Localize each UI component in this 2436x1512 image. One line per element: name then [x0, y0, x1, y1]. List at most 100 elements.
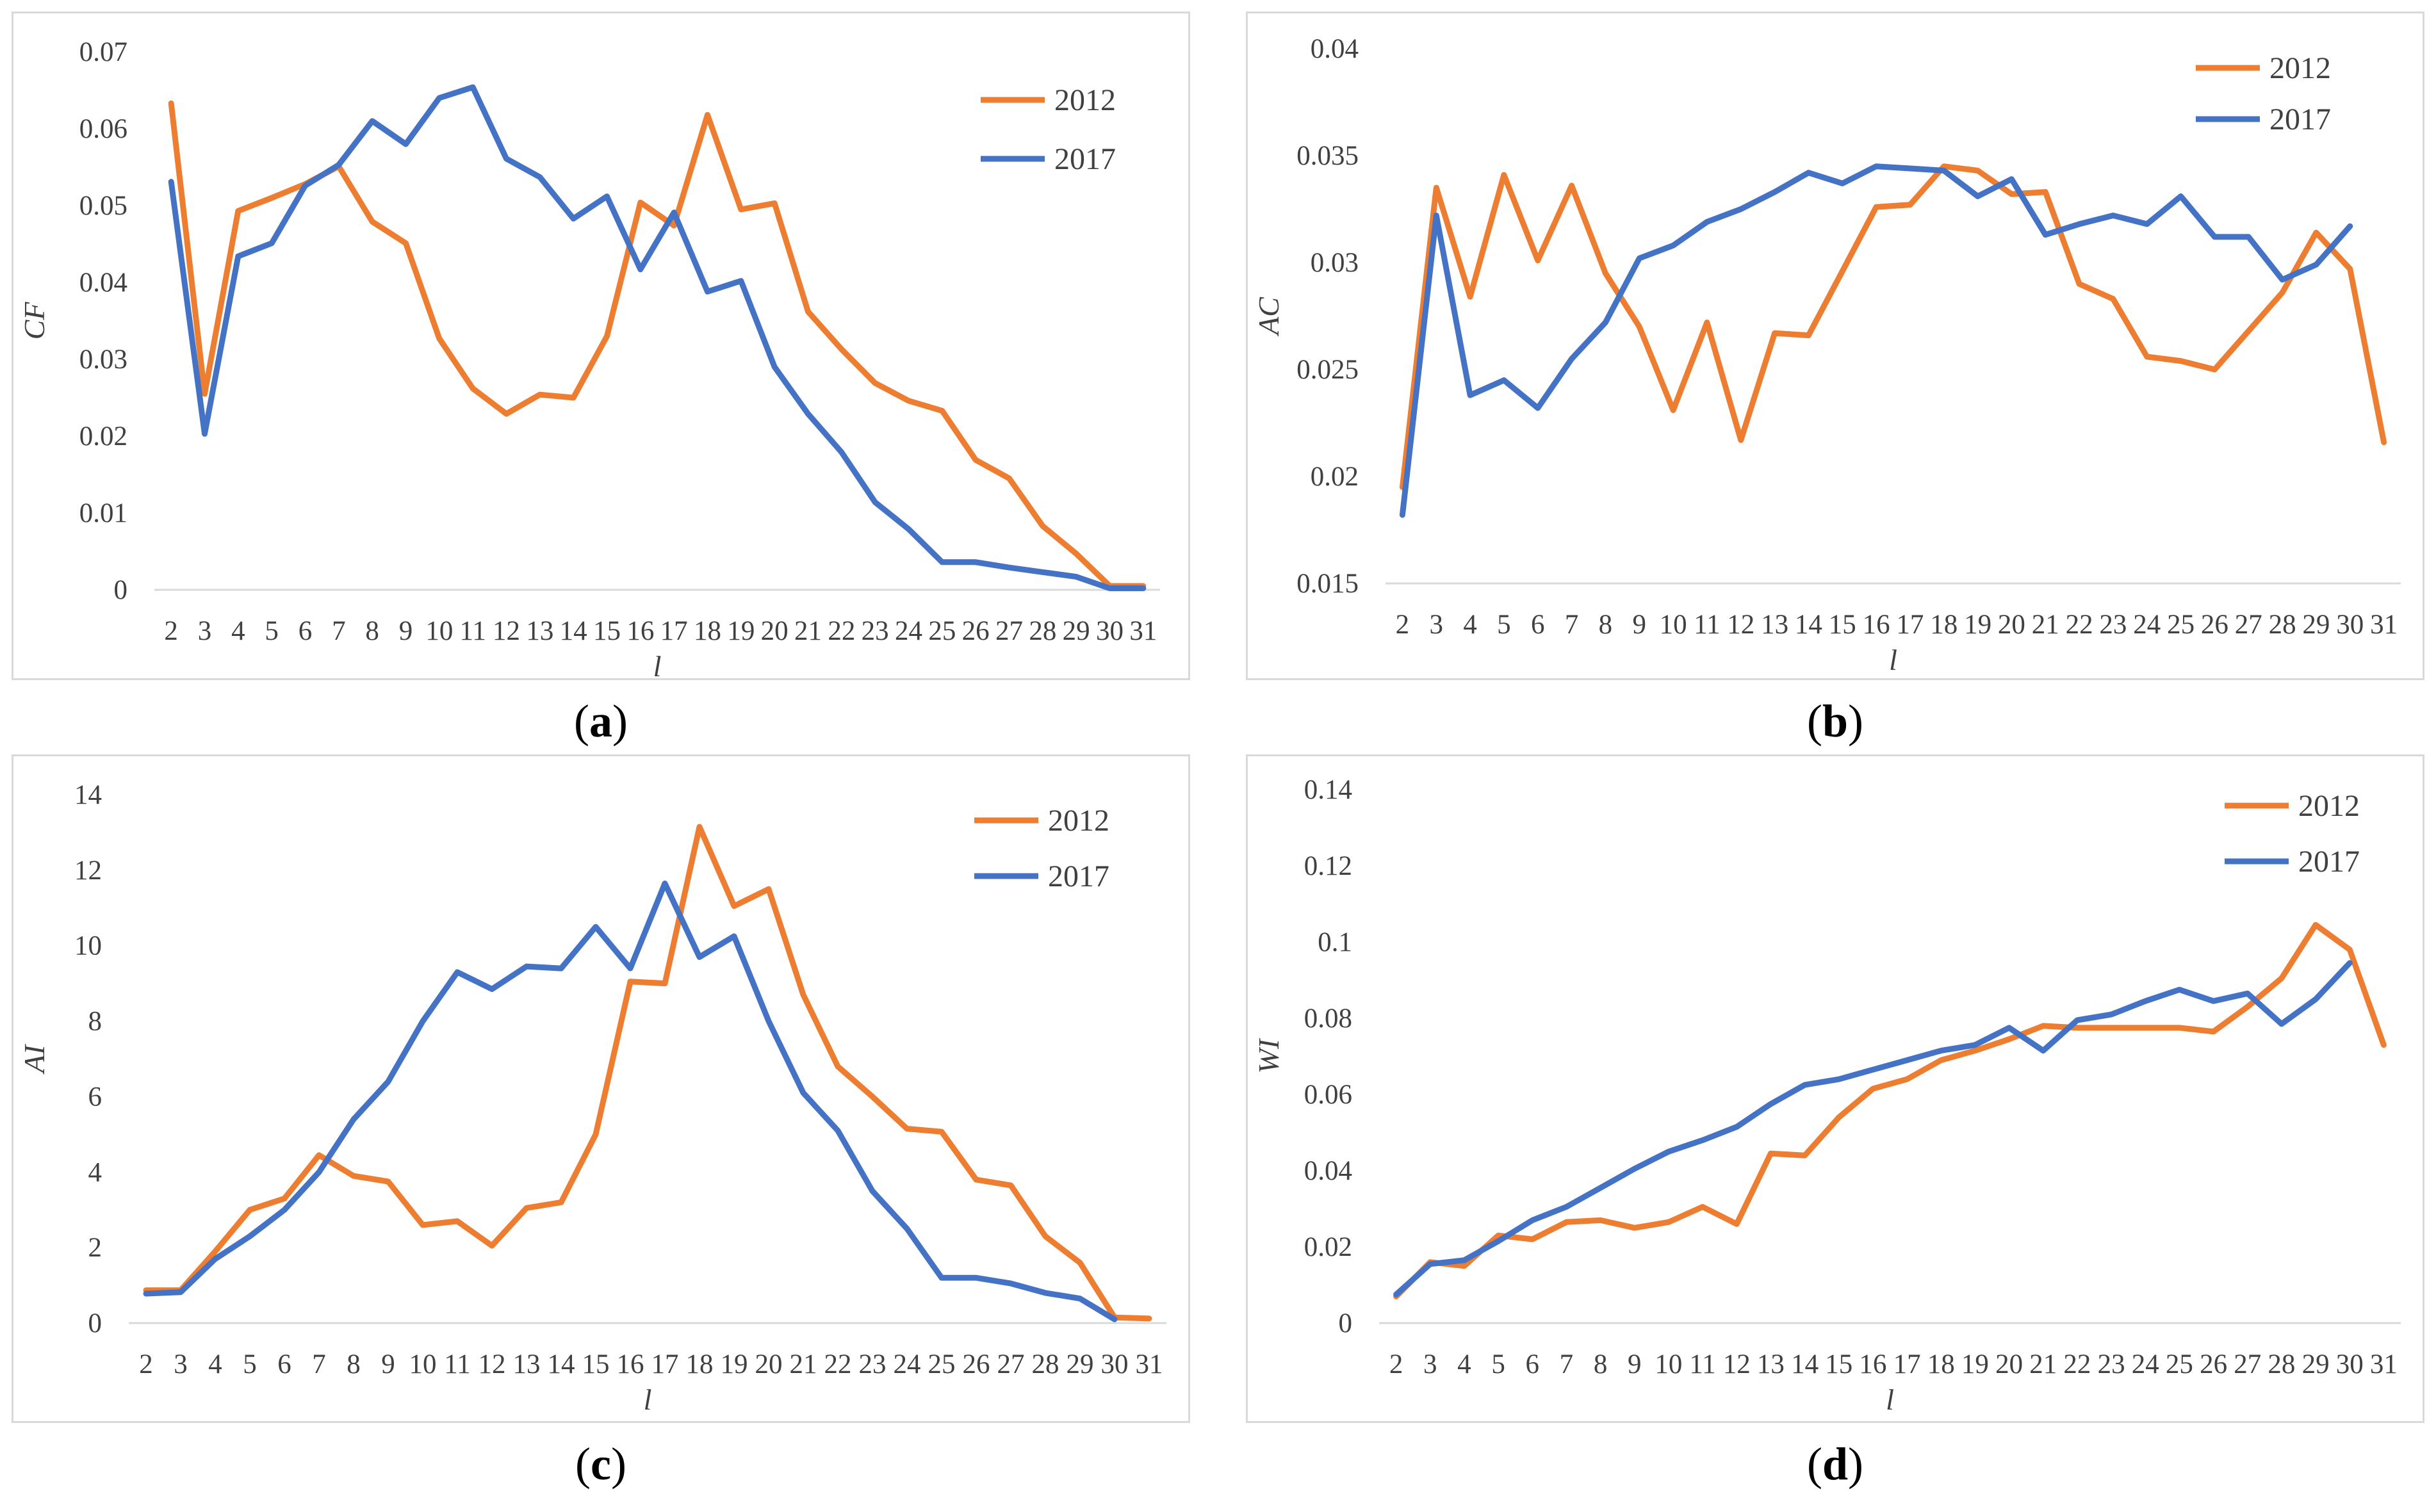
x-tick-label: 29	[2302, 610, 2330, 640]
x-tick-label: 18	[1930, 610, 1958, 640]
legend: 2012 2017	[974, 804, 1109, 893]
x-tick-label: 8	[365, 616, 379, 646]
series-line-2012	[1399, 163, 2387, 491]
x-tick-label: 24	[2132, 1349, 2159, 1379]
caption-c-letter: c	[591, 1438, 611, 1490]
x-tick-label: 4	[208, 1349, 222, 1379]
y-tick-label: 0.06	[1304, 1080, 1352, 1110]
x-tick-label: 9	[1633, 610, 1647, 640]
caption-b-close: )	[1848, 695, 1863, 747]
x-tick-label: 11	[1689, 1349, 1715, 1379]
y-tick-label: 0.1	[1318, 927, 1352, 957]
x-tick-label: 22	[828, 616, 855, 646]
x-tick-label: 11	[1694, 610, 1720, 640]
x-tick-label: 13	[513, 1349, 541, 1379]
y-tick-label: 0.12	[1304, 851, 1352, 881]
x-tick-label: 7	[312, 1349, 326, 1379]
series-2017	[143, 881, 1118, 1322]
x-tick-label: 18	[686, 1349, 714, 1379]
x-tick-label: 14	[560, 616, 587, 646]
caption-b-letter: b	[1822, 695, 1849, 747]
chart-panel-c: 0 2 4 6 8 10 12 14 2 3 4 5 6 7 8 9 10 11 12 13 14 15 16 17 18 19 2…	[12, 754, 1190, 1423]
x-tick-label: 17	[660, 616, 688, 646]
caption-c-close: )	[610, 1438, 626, 1490]
x-tick-label: 24	[895, 616, 922, 646]
x-tick-label: 4	[1457, 1349, 1471, 1379]
x-tick-label: 11	[444, 1349, 470, 1379]
x-tick-label: 22	[824, 1349, 852, 1379]
x-tick-label: 20	[755, 1349, 783, 1379]
x-tick-label: 19	[1961, 1349, 1989, 1379]
caption-d-letter: d	[1822, 1438, 1849, 1490]
series-line-2017	[1393, 960, 2353, 1297]
chart-a: 00.010.020.030.040.050.060.072 3 4 5 6 7 8 9 10 1…	[18, 37, 1160, 682]
x-tick-label: 5	[265, 616, 279, 646]
y-axis-title: WI	[1252, 1037, 1285, 1073]
x-axis: 2 3 4 5 6 7 8 9 10 11 12 13 14 15 16 17 18 19 20 21 22 23 24 25…	[139, 1349, 1163, 1379]
legend-label-2012: 2012	[2298, 789, 2360, 823]
x-tick-label: 16	[1859, 1349, 1886, 1379]
y-tick-label: 0.02	[1311, 462, 1359, 492]
x-tick-label: 28	[2268, 1349, 2295, 1379]
y-tick-label: 0.03	[1311, 248, 1359, 278]
chart-panel-a: 0 0.01 0.02 0.03 0.04 0.05 0.06 0.07 2 3 4 5 6 7 8 9 10 1…	[12, 12, 1190, 682]
x-tick-label: 12	[478, 1349, 506, 1379]
x-axis: 2 3 4 5 6 7 8 9 10 11 12 13 14 15 16 17 18 19 20 21 22 23 24 25…	[164, 616, 1157, 646]
x-axis-title: l	[1886, 1383, 1894, 1416]
x-tick-label: 29	[1067, 1349, 1094, 1379]
x-tick-label: 10	[425, 616, 453, 646]
x-tick-label: 2	[1396, 610, 1410, 640]
x-tick-label: 31	[1136, 1349, 1163, 1379]
legend-label-2012: 2012	[1048, 804, 1109, 838]
x-tick-label: 9	[399, 616, 413, 646]
y-tick-label: 0.04	[79, 268, 127, 298]
x-tick-label: 25	[2166, 1349, 2193, 1379]
x-tick-label: 4	[231, 616, 245, 646]
y-axis: 0 2 4 6 8 10 12 14	[74, 780, 102, 1338]
x-tick-label: 15	[1829, 610, 1856, 640]
x-tick-label: 31	[2370, 610, 2398, 640]
x-axis-title: l	[653, 650, 662, 682]
caption-c: (c)	[537, 1438, 665, 1491]
x-tick-label: 28	[1029, 616, 1056, 646]
x-tick-label: 24	[2133, 610, 2161, 640]
x-axis-title: l	[644, 1383, 652, 1416]
x-tick-label: 2	[139, 1349, 153, 1379]
x-tick-label: 27	[2234, 1349, 2261, 1379]
y-axis-title: CF	[18, 302, 51, 340]
x-tick-label: 31	[2370, 1349, 2398, 1379]
x-tick-label: 26	[2200, 1349, 2227, 1379]
x-tick-label: 27	[995, 616, 1023, 646]
y-tick-label: 0.01	[79, 498, 127, 528]
legend: 2012 2017	[2225, 789, 2360, 879]
x-tick-label: 28	[2269, 610, 2296, 640]
series-line-2012	[1393, 922, 2387, 1299]
x-tick-label: 12	[1727, 610, 1754, 640]
x-tick-label: 19	[721, 1349, 748, 1379]
x-tick-label: 18	[1927, 1349, 1955, 1379]
chart-panel-b: 0.015 0.02 0.025 0.03 0.035 0.04 2 3 4 5 6 7 8 9 10 11 1…	[1246, 12, 2424, 680]
y-tick-label: 0.03	[79, 345, 127, 375]
x-tick-label: 6	[1526, 1349, 1540, 1379]
y-tick-label: 14	[74, 780, 102, 810]
x-tick-label: 26	[963, 1349, 990, 1379]
y-tick-label: 0.07	[79, 37, 127, 67]
y-tick-label: 0.08	[1304, 1004, 1352, 1034]
caption-d-open: (	[1806, 1438, 1822, 1490]
x-tick-label: 9	[1628, 1349, 1642, 1379]
x-tick-label: 3	[1430, 610, 1444, 640]
x-tick-label: 7	[332, 616, 346, 646]
x-tick-label: 10	[409, 1349, 437, 1379]
y-tick-label: 0	[114, 575, 128, 605]
x-tick-label: 21	[790, 1349, 817, 1379]
x-tick-label: 16	[617, 1349, 644, 1379]
x-tick-label: 2	[1389, 1349, 1403, 1379]
x-tick-label: 30	[2336, 610, 2364, 640]
x-tick-label: 15	[1825, 1349, 1852, 1379]
y-tick-label: 12	[74, 856, 102, 886]
x-tick-label: 17	[1896, 610, 1924, 640]
caption-d: (d)	[1771, 1438, 1899, 1491]
x-tick-label: 12	[493, 616, 520, 646]
series-2012	[1399, 163, 2387, 491]
x-tick-label: 5	[243, 1349, 257, 1379]
